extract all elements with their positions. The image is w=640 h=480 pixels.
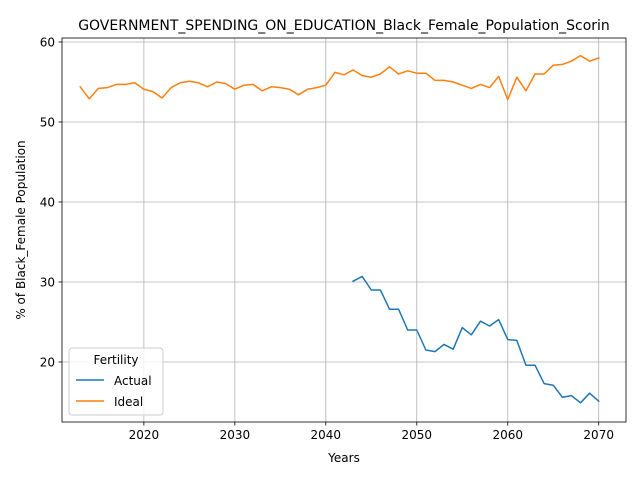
y-tick-label: 20 xyxy=(40,356,55,370)
legend-title: Fertility xyxy=(93,353,138,367)
x-tick-label: 2070 xyxy=(583,428,614,442)
legend-label-actual: Actual xyxy=(114,374,152,388)
x-tick-label: 2020 xyxy=(129,428,160,442)
x-tick-label: 2060 xyxy=(492,428,523,442)
y-tick-label: 60 xyxy=(40,36,55,50)
legend-label-ideal: Ideal xyxy=(114,395,143,409)
y-tick-label: 30 xyxy=(40,276,55,290)
plot-area-frame xyxy=(61,37,627,423)
x-axis-ticks: 2020 2030 2040 2050 2060 2070 xyxy=(129,422,614,442)
series-line-actual xyxy=(352,275,600,404)
chart-title: GOVERNMENT_SPENDING_ON_EDUCATION_Black_F… xyxy=(78,18,610,34)
y-tick-label: 40 xyxy=(40,196,55,210)
x-tick-label: 2040 xyxy=(311,428,342,442)
y-tick-label: 50 xyxy=(40,116,55,130)
y-axis-label: % of Black_Female Population xyxy=(14,140,28,319)
legend-box xyxy=(68,347,164,416)
x-tick-label: 2050 xyxy=(402,428,433,442)
legend: Fertility Actual Ideal xyxy=(68,347,164,416)
series-line-ideal xyxy=(79,54,600,101)
y-axis-ticks: 20 30 40 50 60 xyxy=(40,36,62,370)
series-lines xyxy=(79,54,600,404)
x-axis-label: Years xyxy=(327,451,360,465)
x-tick-label: 2030 xyxy=(220,428,251,442)
